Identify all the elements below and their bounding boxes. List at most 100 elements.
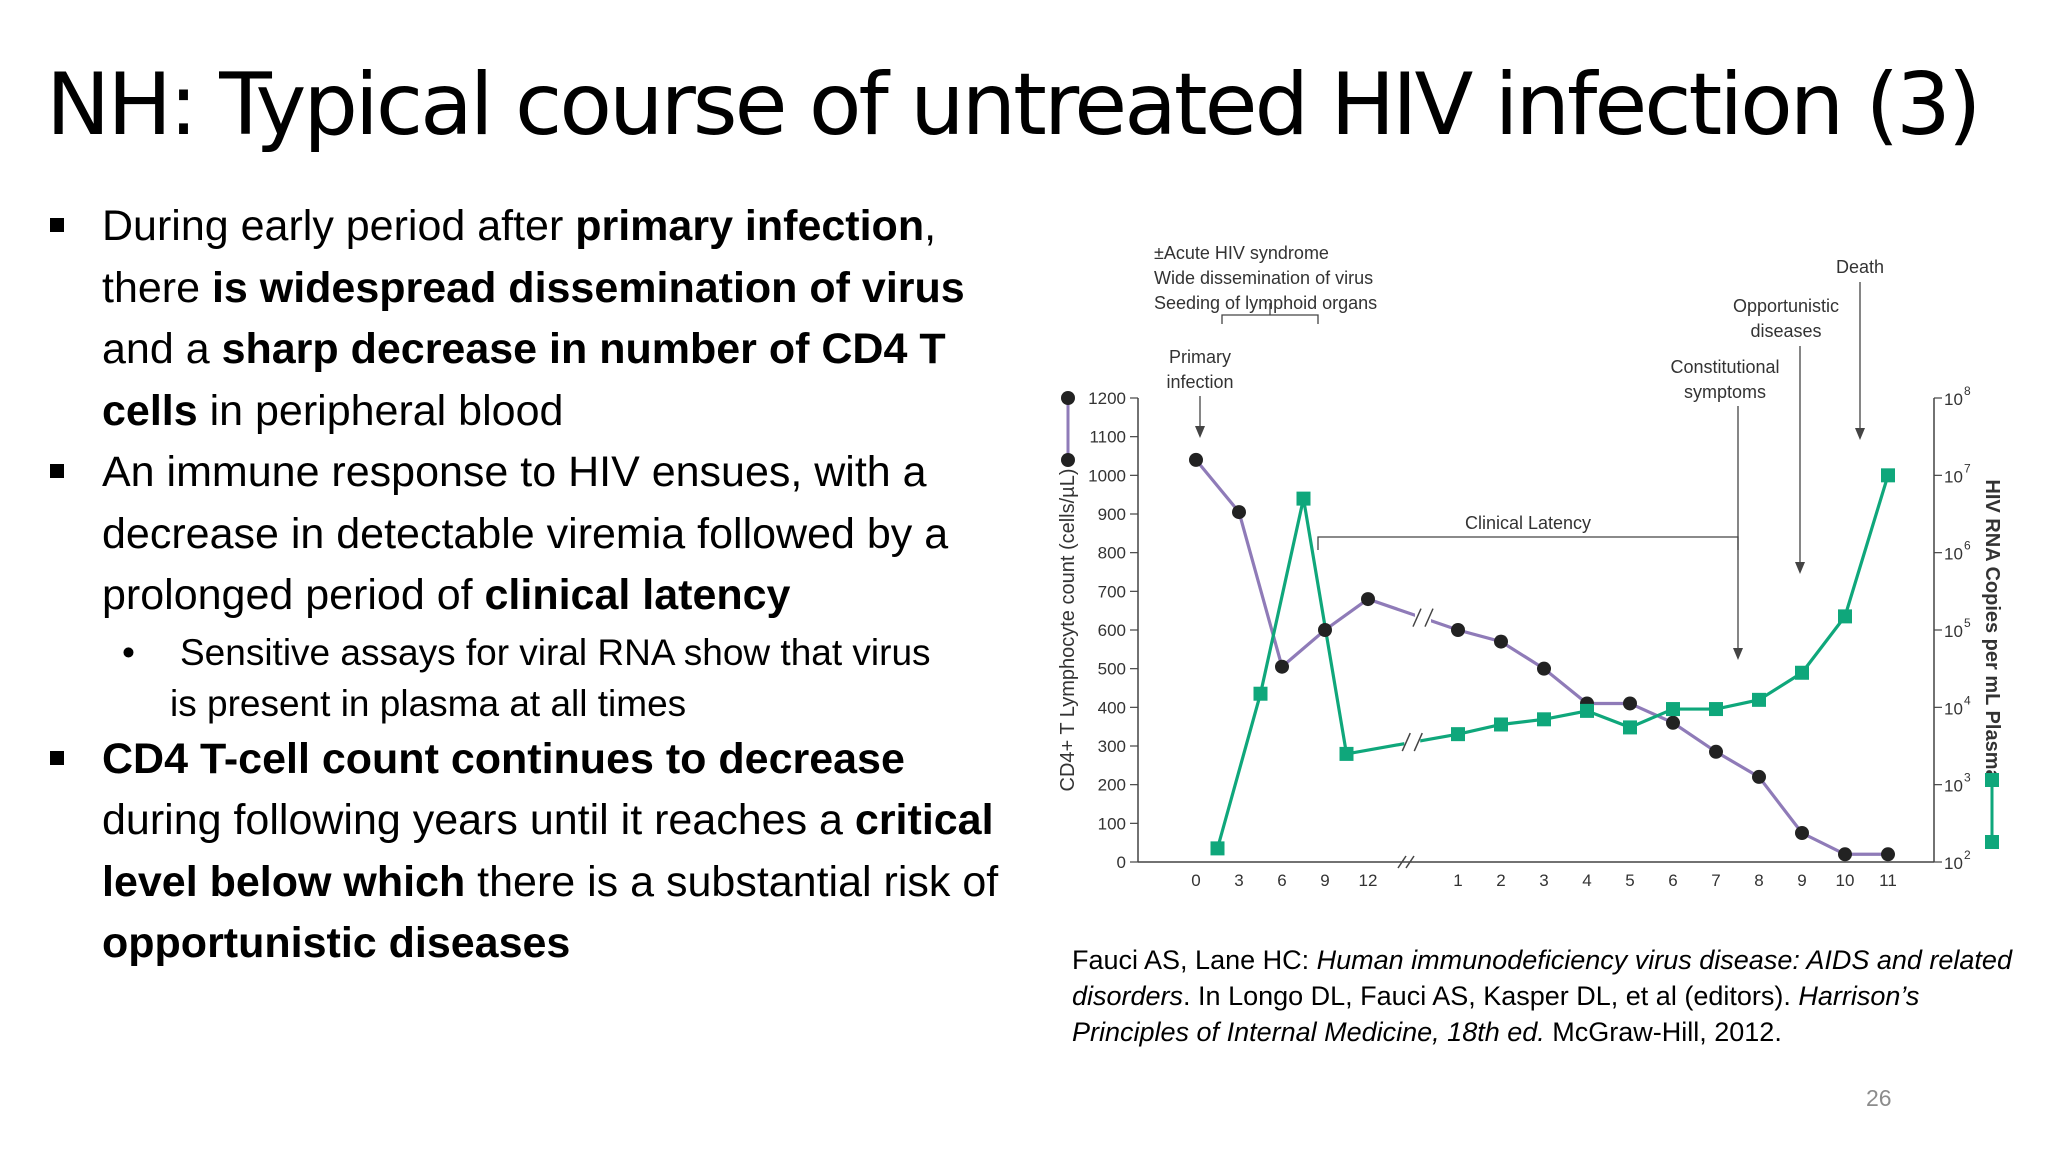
right-tick-exponent: 2	[1964, 848, 1971, 862]
rna-data-point	[1795, 665, 1809, 680]
right-tick-exponent: 6	[1964, 539, 1971, 553]
cd4-legend-marker	[1061, 453, 1075, 467]
rna-data-point	[1339, 746, 1354, 761]
series-break-slash	[1424, 608, 1434, 627]
bullet-text: in peripheral blood	[197, 386, 564, 435]
rna-data-point	[1623, 720, 1637, 735]
cd4-data-point	[1666, 715, 1680, 730]
series-break-slash	[1412, 608, 1422, 627]
annotation-primary-infection: Primary	[1169, 347, 1231, 367]
cd4-data-point	[1795, 826, 1809, 840]
cd4-data-point	[1189, 452, 1203, 467]
cd4-data-point	[1361, 592, 1375, 607]
bullet-primary-infection: During early period after primary infect…	[50, 196, 1010, 442]
bullet-text: During early period after	[102, 202, 576, 250]
bullet-bold-text: primary infection	[575, 202, 925, 250]
rna-data-point	[1451, 727, 1465, 742]
left-tick-label: 600	[1098, 621, 1126, 640]
x-tick-label-years: 2	[1496, 871, 1505, 890]
right-tick-label: 10	[1944, 622, 1963, 641]
bullet-square-icon	[50, 750, 64, 765]
left-tick-label: 500	[1098, 660, 1126, 679]
bullet-cd4-decrease: CD4 T-cell count continues to decrease d…	[50, 729, 1010, 975]
rna-data-point	[1210, 841, 1225, 856]
annotation-acute-hiv: Seeding of lymphoid organs	[1154, 293, 1377, 313]
right-tick-label: 10	[1944, 467, 1963, 486]
left-tick-label: 700	[1098, 582, 1126, 601]
cd4-data-point	[1838, 847, 1852, 862]
cd4-data-point	[1709, 744, 1723, 759]
annotation-clinical-latency: Clinical Latency	[1465, 513, 1591, 533]
series-break-slash	[1413, 732, 1423, 752]
left-tick-label: 900	[1098, 505, 1126, 524]
x-tick-label-years: 10	[1836, 871, 1855, 890]
left-tick-label: 800	[1098, 544, 1126, 563]
bullet-square-icon	[50, 218, 64, 232]
cd4-data-point	[1318, 623, 1332, 637]
annotation-primary-arrowhead	[1195, 426, 1205, 438]
bullet-bold-text: opportunistic diseases	[102, 919, 571, 967]
bullet-square-icon	[50, 464, 64, 478]
right-tick-label: 10	[1944, 699, 1963, 718]
rna-data-point	[1494, 717, 1508, 732]
bullet-bold-text: sharp decrease in number of CD4 T cells	[102, 325, 946, 435]
rna-data-point	[1296, 491, 1311, 506]
citation-text: . In Longo DL, Fauci AS, Kasper DL, et a…	[1183, 981, 1799, 1011]
bullet-text: An immune response to HIV ensues, with a…	[102, 448, 949, 619]
cd4-data-point	[1494, 634, 1508, 649]
right-tick-label: 10	[1944, 854, 1963, 873]
annotation-acute-hiv: Wide dissemination of virus	[1154, 268, 1373, 288]
bullet-immune-response: An immune response to HIV ensues, with a…	[50, 442, 1010, 627]
cd4-data-point	[1623, 696, 1637, 711]
bullet-text: and a	[102, 325, 222, 373]
bullet-bold-text: critical level below which	[102, 796, 994, 906]
rna-data-point	[1253, 686, 1268, 701]
bullet-bold-text: is widespread dissemination of virus	[211, 263, 965, 312]
left-tick-label: 1200	[1088, 389, 1126, 408]
cd4-data-point	[1275, 659, 1289, 674]
cd4-data-point	[1881, 847, 1895, 862]
rna-data-point	[1881, 468, 1895, 483]
rna-data-point	[1752, 692, 1766, 707]
rna-data-point	[1709, 702, 1723, 717]
citation-text: McGraw-Hill, 2012.	[1544, 1017, 1782, 1047]
cd4-legend-marker	[1061, 391, 1075, 405]
cd4-data-point	[1752, 769, 1766, 784]
bullet-list: During early period after primary infect…	[50, 196, 1010, 975]
x-tick-label-years: 11	[1879, 871, 1897, 890]
bullet-text: during following years until it reaches …	[102, 796, 855, 844]
right-tick-label: 10	[1944, 777, 1963, 796]
cd4-data-point	[1451, 623, 1465, 637]
right-tick-label: 10	[1944, 545, 1963, 564]
annotation-opportunistic-diseases: Opportunistic	[1733, 296, 1839, 316]
annotation-constitutional-symptoms: Constitutional	[1670, 357, 1779, 377]
x-tick-label-weeks: 0	[1191, 871, 1200, 890]
x-tick-label-weeks: 9	[1320, 871, 1329, 890]
annotation-opportunistic-diseases: diseases	[1750, 321, 1821, 341]
rna-data-point	[1580, 703, 1594, 718]
annotation-constitutional-arrowhead	[1733, 648, 1743, 660]
series-break-slash	[1401, 732, 1411, 752]
rna-data-point	[1537, 712, 1551, 727]
slide-title-number: (3)	[1865, 55, 1982, 155]
cd4-data-point	[1537, 661, 1551, 676]
x-tick-label-years: 6	[1668, 871, 1677, 890]
right-tick-exponent: 7	[1964, 461, 1971, 475]
chart-svg: 0100200300400500600700800900100011001200…	[1057, 243, 2003, 922]
hiv-course-chart: 0 100 200 300 400 500 600 700 800 900 1000 1100 1200…	[1050, 236, 2010, 922]
x-tick-label-weeks: 3	[1234, 871, 1243, 890]
x-tick-label-years: 7	[1711, 871, 1720, 890]
annotation-acute-bracket	[1221, 314, 1319, 324]
right-tick-exponent: 4	[1964, 693, 1971, 707]
annotation-acute-hiv: ±Acute HIV syndrome	[1154, 243, 1329, 263]
rna-data-point	[1666, 702, 1680, 717]
left-tick-label: 400	[1098, 698, 1126, 717]
left-tick-label: 1000	[1088, 466, 1126, 485]
bullet-bold-text: CD4 T-cell count continues to decrease	[102, 734, 905, 783]
annotation-latency-bracket	[1317, 536, 1739, 550]
bullet-bold-text: clinical latency	[484, 571, 791, 619]
x-tick-label-years: 5	[1625, 871, 1634, 890]
x-tick-label-years: 1	[1453, 871, 1462, 890]
left-tick-label: 100	[1098, 814, 1126, 833]
citation-text: Fauci AS, Lane HC:	[1072, 945, 1317, 975]
